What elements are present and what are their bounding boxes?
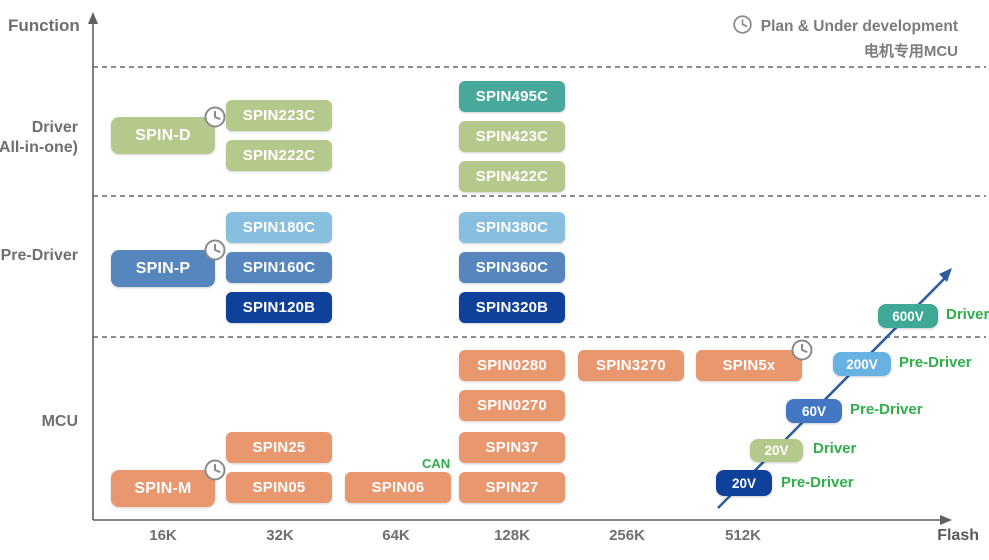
product-spin320b: SPIN320B	[459, 292, 565, 323]
product-spin360c: SPIN360C	[459, 252, 565, 283]
product-spin5x: SPIN5x	[696, 339, 813, 381]
x-tick-16k: 16K	[149, 527, 177, 544]
product-spin423c: SPIN423C	[459, 121, 565, 152]
product-spin223c: SPIN223C	[226, 100, 332, 131]
x-tick-512k: 512K	[725, 527, 761, 544]
product-spin380c: SPIN380C	[459, 212, 565, 243]
clock-icon	[203, 105, 227, 129]
product-spin422c: SPIN422C	[459, 161, 565, 192]
product-spin-m: SPIN-M	[111, 459, 226, 507]
product-spin05: SPIN05	[226, 472, 332, 503]
product-spin-p: SPIN-P	[111, 239, 226, 287]
product-spin0270: SPIN0270	[459, 390, 565, 421]
can-feature-label: CAN	[422, 456, 451, 471]
product-spin120b: SPIN120B	[226, 292, 332, 323]
product-label: SPIN-P	[135, 259, 191, 277]
product-spin0280: SPIN0280	[459, 350, 565, 381]
category-label-predriver: Pre-Driver	[781, 474, 854, 491]
voltage-badge-60v-predriver: 60V	[786, 399, 842, 423]
category-label-driver: Driver	[813, 440, 857, 457]
x-tick-128k: 128K	[494, 527, 530, 544]
legend-subtitle: 电机专用MCU	[863, 43, 958, 60]
product-spin-d: SPIN-D	[111, 106, 226, 154]
dashed-separator-driver-predriver	[93, 195, 986, 197]
product-spin180c: SPIN180C	[226, 212, 332, 243]
dashed-separator-top	[93, 66, 986, 68]
dashed-separator-predriver-mcu	[93, 336, 986, 338]
row-label-mcu: MCU	[41, 413, 78, 430]
product-spin222c: SPIN222C	[226, 140, 332, 171]
voltage-badge-20v-predriver: 20V	[716, 470, 772, 496]
clock-icon	[732, 14, 753, 40]
clock-icon	[203, 238, 227, 262]
voltage-badge-200v-predriver: 200V	[833, 352, 891, 376]
product-spin160c: SPIN160C	[226, 252, 332, 283]
clock-icon	[203, 458, 227, 482]
row-label-driver: Driver (All-in-one)	[0, 119, 78, 156]
voltage-badge-20v-driver: 20V	[750, 439, 803, 462]
product-spin27: SPIN27	[459, 472, 565, 503]
clock-icon	[790, 338, 814, 362]
product-spin495c: SPIN495C	[459, 81, 565, 112]
voltage-badge-600v-driver: 600V	[878, 304, 938, 328]
category-label-driver: Driver	[946, 306, 989, 323]
x-axis-title: Flash	[937, 527, 979, 544]
x-tick-256k: 256K	[609, 527, 645, 544]
category-label-predriver: Pre-Driver	[899, 354, 972, 371]
category-label-predriver: Pre-Driver	[850, 401, 923, 418]
product-spin06: SPIN06	[345, 472, 451, 503]
product-spin25: SPIN25	[226, 432, 332, 463]
x-tick-64k: 64K	[382, 527, 410, 544]
x-tick-32k: 32K	[266, 527, 294, 544]
product-label: SPIN-D	[135, 126, 191, 144]
row-label-predriver: Pre-Driver	[0, 247, 78, 264]
y-axis-title: Function	[8, 16, 80, 35]
product-spin37: SPIN37	[459, 432, 565, 463]
legend: Plan & Under development	[732, 14, 958, 40]
product-spin3270: SPIN3270	[578, 350, 684, 381]
product-label: SPIN-M	[134, 479, 192, 497]
legend-plan-label: Plan & Under development	[760, 18, 958, 35]
